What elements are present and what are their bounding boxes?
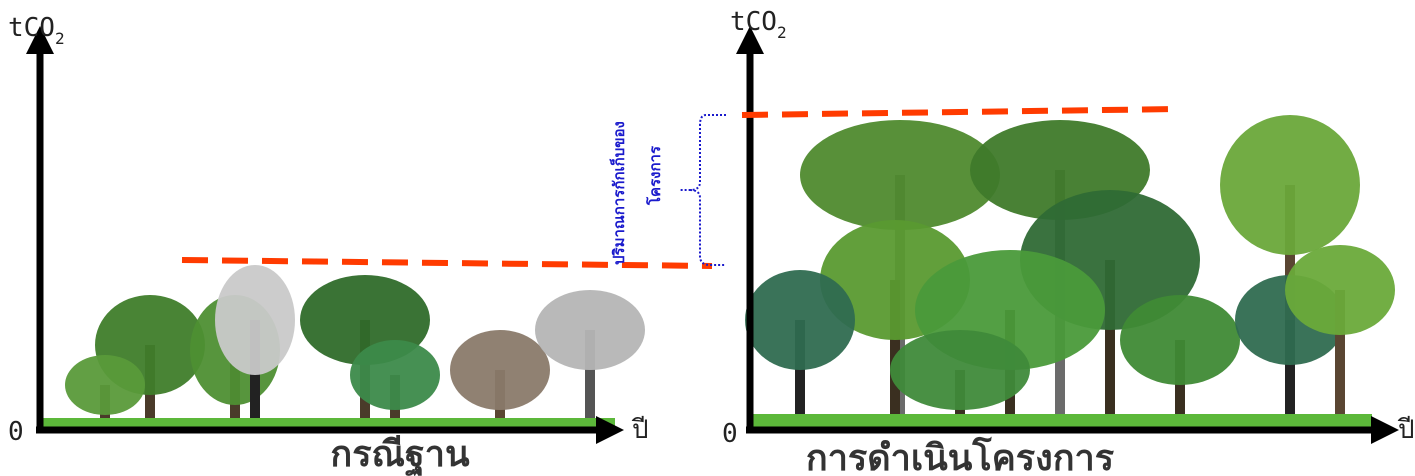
- tree-part: [1220, 115, 1360, 255]
- x-axis-label: ปี: [1397, 415, 1415, 445]
- tree-part: [585, 330, 595, 420]
- tree-part: [65, 355, 145, 415]
- trees: [65, 115, 1395, 420]
- tree-part: [350, 340, 440, 410]
- tree-part: [1105, 260, 1115, 420]
- caption: กรณีฐาน: [330, 434, 470, 476]
- tree-part: [535, 290, 645, 370]
- tree-part: [1285, 320, 1295, 420]
- annotation: ปริมาณการกักเก็บของ: [609, 121, 628, 265]
- y-axis-label: tCO2: [730, 7, 787, 42]
- project-level: [741, 106, 1179, 118]
- baseline-level: [181, 257, 713, 269]
- y-axis-label: tCO2: [8, 13, 65, 48]
- tree-part: [1120, 295, 1240, 385]
- x-axis-label: ปี: [631, 415, 649, 445]
- tree-part: [1335, 290, 1345, 420]
- bracket: [680, 114, 726, 266]
- unit: tCO: [8, 13, 55, 43]
- annotation: โครงการ: [645, 145, 664, 206]
- tree-part: [215, 265, 295, 375]
- grass: [752, 414, 1372, 428]
- tree-part: [450, 330, 550, 410]
- tree-part: [1285, 245, 1395, 335]
- tree-part: [890, 330, 1030, 410]
- origin-label: 0: [8, 417, 24, 447]
- tree-part: [890, 280, 900, 420]
- tree-part: [800, 120, 1000, 230]
- unit-subscript: 2: [777, 23, 787, 42]
- origin-label: 0: [722, 419, 738, 449]
- caption: การดำเนินโครงการ: [806, 436, 1115, 476]
- grass: [40, 418, 615, 428]
- unit-subscript: 2: [55, 29, 65, 48]
- tree-part: [745, 270, 855, 370]
- unit: tCO: [730, 7, 777, 37]
